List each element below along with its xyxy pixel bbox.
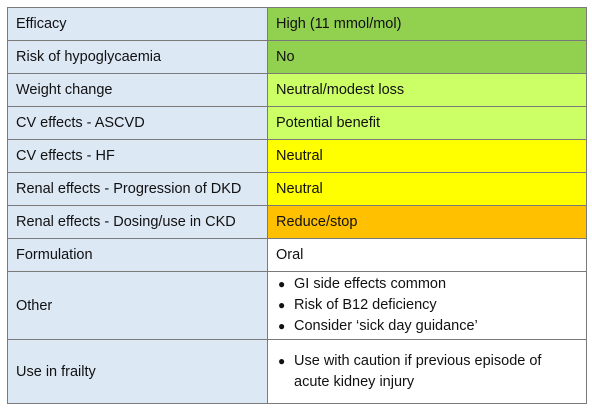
table-row-hf: CV effects - HF Neutral	[7, 139, 587, 173]
row-value: Neutral	[267, 139, 587, 173]
list-item-text: Consider ‘sick day guidance’	[294, 318, 478, 334]
list-item: ● Use with caution if previous episode of…	[276, 351, 578, 393]
row-value: Oral	[267, 238, 587, 272]
table-row-other: Other ● GI side effects common ● Risk of B…	[7, 271, 587, 340]
list-item: ● Consider ‘sick day guidance’	[276, 316, 578, 337]
row-label: CV effects - ASCVD	[7, 106, 268, 140]
drug-properties-table: Efficacy High (11 mmol/mol) Risk of hypo…	[7, 7, 587, 404]
row-label: Renal effects - Dosing/use in CKD	[7, 205, 268, 239]
row-value: High (11 mmol/mol)	[267, 7, 587, 41]
row-value: ● Use with caution if previous episode of…	[267, 339, 587, 404]
row-value: Potential benefit	[267, 106, 587, 140]
table-row-dkd: Renal effects - Progression of DKD Neutr…	[7, 172, 587, 206]
list-item-text: GI side effects common	[294, 276, 447, 292]
list-item-text: Risk of B12 deficiency	[294, 297, 437, 313]
table-row-ascvd: CV effects - ASCVD Potential benefit	[7, 106, 587, 140]
table-row-hypoglycaemia: Risk of hypoglycaemia No	[7, 40, 587, 74]
list-item: ● Risk of B12 deficiency	[276, 295, 578, 316]
row-value: Neutral/modest loss	[267, 73, 587, 107]
table-row-formulation: Formulation Oral	[7, 238, 587, 272]
list-item: ● GI side effects common	[276, 274, 578, 295]
bullet-list: ● GI side effects common ● Risk of B12 def…	[276, 274, 578, 337]
row-label: CV effects - HF	[7, 139, 268, 173]
row-label: Formulation	[7, 238, 268, 272]
bullet-icon: ●	[278, 277, 286, 291]
row-value: ● GI side effects common ● Risk of B12 def…	[267, 271, 587, 340]
table-row-ckd: Renal effects - Dosing/use in CKD Reduce…	[7, 205, 587, 239]
row-value: Neutral	[267, 172, 587, 206]
bullet-list: ● Use with caution if previous episode of…	[276, 351, 578, 393]
row-label: Renal effects - Progression of DKD	[7, 172, 268, 206]
list-item-text: Use with caution if previous episode of …	[294, 352, 542, 390]
table-row-efficacy: Efficacy High (11 mmol/mol)	[7, 7, 587, 41]
table-row-weight: Weight change Neutral/modest loss	[7, 73, 587, 107]
table-row-frailty: Use in frailty ● Use with caution if prev…	[7, 339, 587, 404]
row-label: Other	[7, 271, 268, 340]
row-label: Risk of hypoglycaemia	[7, 40, 268, 74]
row-label: Use in frailty	[7, 339, 268, 404]
bullet-icon: ●	[278, 353, 286, 368]
bullet-icon: ●	[278, 319, 286, 333]
row-label: Efficacy	[7, 7, 268, 41]
bullet-icon: ●	[278, 298, 286, 312]
row-value: No	[267, 40, 587, 74]
row-label: Weight change	[7, 73, 268, 107]
row-value: Reduce/stop	[267, 205, 587, 239]
